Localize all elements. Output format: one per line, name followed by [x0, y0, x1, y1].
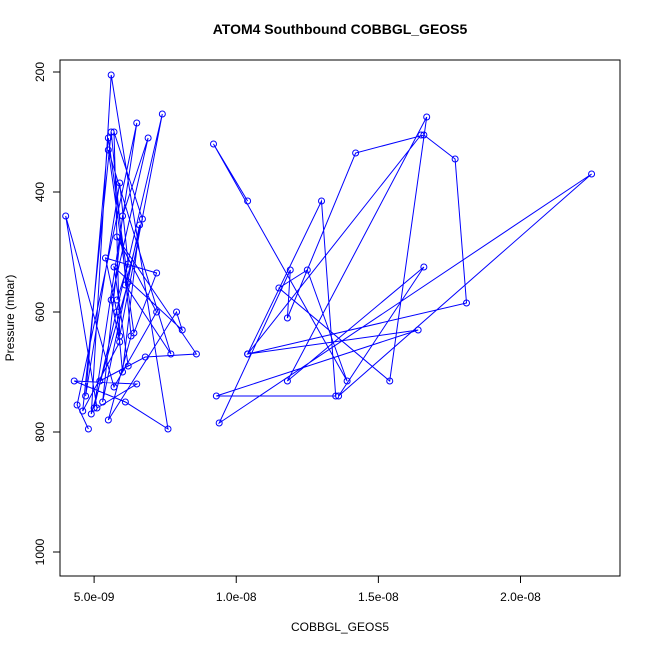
x-axis-label: COBBGL_GEOS5 — [291, 620, 389, 634]
data-point — [124, 362, 132, 370]
data-point — [244, 350, 252, 358]
chart-title: ATOM4 Southbound COBBGL_GEOS5 — [213, 21, 468, 37]
x-tick-label: 1.5e-08 — [358, 590, 399, 604]
data-point — [420, 263, 428, 271]
data-point — [62, 212, 70, 220]
data-point — [87, 410, 95, 418]
data-point — [352, 149, 360, 157]
x-tick-label: 2.0e-08 — [500, 590, 541, 604]
data-point — [141, 353, 149, 361]
data-point — [283, 314, 291, 322]
data-point — [215, 419, 223, 427]
y-tick-label: 200 — [33, 62, 47, 82]
data-point — [588, 170, 596, 178]
data-point — [113, 296, 121, 304]
data-point — [70, 377, 78, 385]
data-point — [158, 110, 166, 118]
data-point — [173, 308, 181, 316]
data-point — [96, 377, 104, 385]
data-point — [423, 113, 431, 121]
x-tick-label: 5.0e-09 — [74, 590, 115, 604]
data-point — [153, 269, 161, 277]
data-point — [73, 401, 81, 409]
data-point — [110, 128, 118, 136]
data-point — [124, 278, 132, 286]
data-point — [414, 326, 422, 334]
data-point — [127, 332, 135, 340]
data-point — [210, 140, 218, 148]
y-tick-label: 600 — [33, 302, 47, 322]
data-point — [124, 260, 132, 268]
data-point — [303, 266, 311, 274]
data-point — [107, 128, 115, 136]
data-point — [138, 215, 146, 223]
data-point — [121, 398, 129, 406]
data-point — [133, 119, 141, 127]
data-point — [335, 392, 343, 400]
data-point — [93, 404, 101, 412]
data-point — [212, 392, 220, 400]
y-tick-label: 800 — [33, 422, 47, 442]
data-point — [164, 425, 172, 433]
data-point — [119, 368, 127, 376]
x-axis: 5.0e-09 1.0e-08 1.5e-08 2.0e-08 — [74, 575, 541, 604]
y-tick-label: 400 — [33, 182, 47, 202]
data-point — [451, 155, 459, 163]
data-point — [104, 146, 112, 154]
data-point — [104, 134, 112, 142]
x-tick-label: 1.0e-08 — [216, 590, 257, 604]
data-point — [113, 308, 121, 316]
series-1 — [62, 71, 200, 433]
data-point — [318, 197, 326, 205]
data-point — [286, 266, 294, 274]
data-point — [462, 299, 470, 307]
data-point — [113, 233, 121, 241]
y-tick-label: 1000 — [33, 538, 47, 565]
data-point — [79, 407, 87, 415]
data-point — [99, 398, 107, 406]
data-point — [332, 392, 340, 400]
data-point — [133, 380, 141, 388]
data-point — [343, 377, 351, 385]
data-point — [192, 350, 200, 358]
data-point — [90, 404, 98, 412]
y-axis-label: Pressure (mbar) — [3, 275, 17, 362]
data-point — [82, 392, 90, 400]
series-2 — [210, 113, 596, 427]
data-point — [283, 377, 291, 385]
data-point — [107, 71, 115, 79]
data-point — [104, 416, 112, 424]
data-point — [116, 338, 124, 346]
data-point — [110, 263, 118, 271]
data-point — [101, 254, 109, 262]
data-point — [244, 197, 252, 205]
data-point — [417, 131, 425, 139]
data-point — [167, 350, 175, 358]
data-point — [275, 284, 283, 292]
series-layer — [62, 71, 596, 433]
data-point — [144, 134, 152, 142]
data-point — [119, 212, 127, 220]
y-axis: 200 400 600 800 1000 — [33, 62, 61, 565]
data-point — [116, 179, 124, 187]
data-point — [386, 377, 394, 385]
data-point — [153, 308, 161, 316]
data-point — [110, 383, 118, 391]
data-point — [136, 221, 144, 229]
series-line — [65, 74, 198, 431]
data-point — [178, 326, 186, 334]
data-point — [420, 131, 428, 139]
data-point — [84, 425, 92, 433]
